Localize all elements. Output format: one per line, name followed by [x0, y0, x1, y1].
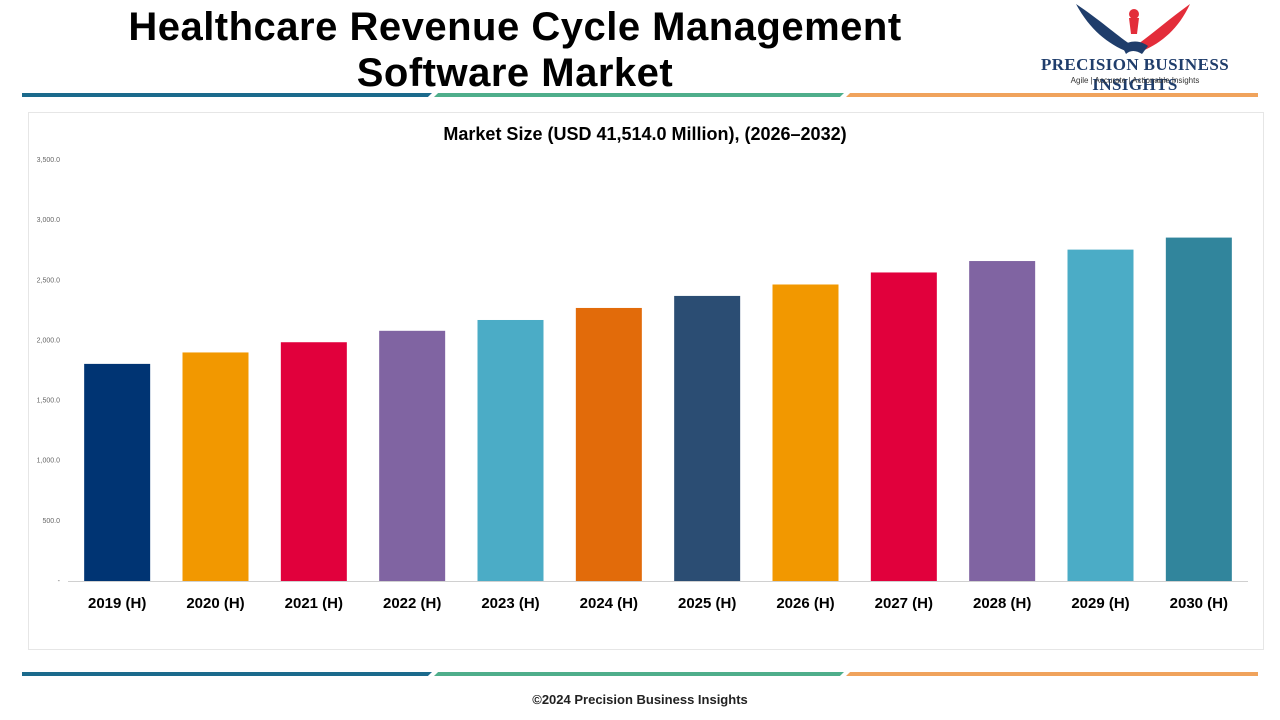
footer-stripe-orange: [846, 672, 1258, 676]
chart-title: Market Size (USD 41,514.0 Million), (202…: [443, 124, 847, 144]
bar-2022: [379, 330, 446, 581]
bar-2029: [1067, 249, 1134, 581]
page-title: Healthcare Revenue Cycle Management Soft…: [128, 5, 902, 95]
x-tick-label: 2024 (H): [580, 595, 638, 612]
bar-2025: [674, 295, 741, 581]
x-tick-label: 2023 (H): [481, 595, 539, 612]
y-tick-label: 3,500.0: [37, 157, 60, 164]
bar-2021: [280, 342, 347, 581]
x-tick-label: 2022 (H): [383, 595, 441, 612]
bar-2024: [575, 307, 642, 581]
bar-2030: [1165, 237, 1232, 581]
header-stripe-orange: [846, 93, 1258, 97]
x-tick-label: 2026 (H): [776, 595, 834, 612]
bar-2019: [84, 363, 151, 581]
brand-name: PRECISION BUSINESS INSIGHTS: [1040, 55, 1230, 94]
y-tick-label: 1,500.0: [37, 398, 60, 405]
brand-tagline: Agile | Accurate | Actionable Insights: [1070, 76, 1200, 85]
x-tick-label: 2028 (H): [973, 595, 1031, 612]
y-tick-label: 500.0: [42, 518, 60, 525]
footer-stripe-blue: [22, 672, 432, 676]
y-tick-label: 1,000.0: [37, 458, 60, 465]
x-tick-label: 2029 (H): [1071, 595, 1129, 612]
bar-2027: [870, 272, 937, 581]
y-tick-label: 3,000.0: [37, 217, 60, 224]
eagle-handshake-icon: [1076, 4, 1190, 54]
x-tick-label: 2030 (H): [1170, 595, 1228, 612]
x-tick-label: 2021 (H): [285, 595, 343, 612]
y-tick-label: 2,000.0: [37, 337, 60, 344]
header-stripe-blue: [22, 93, 432, 97]
footer-stripe-green: [434, 672, 844, 676]
bar-2020: [182, 352, 249, 581]
footer-copyright: ©2024 Precision Business Insights: [532, 692, 748, 707]
bar-2026: [772, 284, 839, 581]
x-tick-label: 2025 (H): [678, 595, 736, 612]
header-stripe-green: [434, 93, 844, 97]
x-tick-label: 2019 (H): [88, 595, 146, 612]
y-tick-label: -: [58, 578, 61, 585]
bar-2028: [969, 261, 1036, 581]
y-tick-label: 2,500.0: [37, 277, 60, 284]
x-tick-label: 2027 (H): [875, 595, 933, 612]
bar-2023: [477, 319, 544, 581]
x-tick-label: 2020 (H): [186, 595, 244, 612]
